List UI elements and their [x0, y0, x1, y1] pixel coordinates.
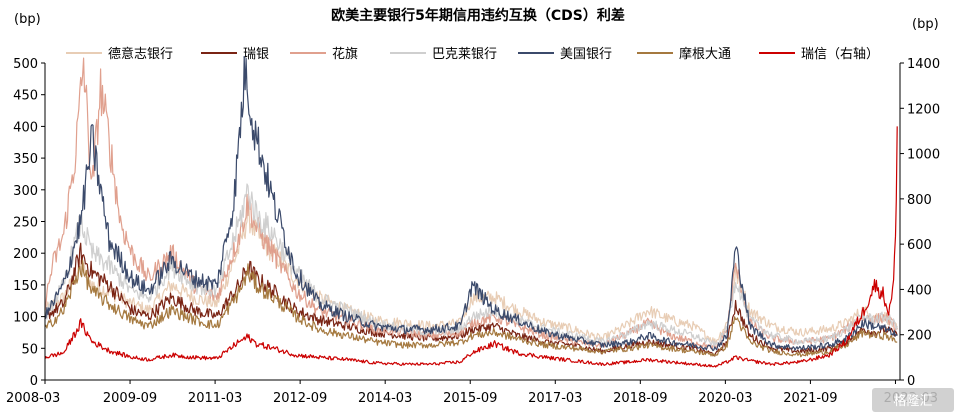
- legend-label: 瑞信（右轴）: [801, 47, 879, 62]
- y-right-unit: (bp): [912, 17, 939, 32]
- legend-label: 德意志银行: [108, 46, 173, 62]
- y-left-tick-label: 450: [13, 89, 38, 104]
- y-right-tick-label: 200: [907, 329, 932, 344]
- y-left-unit: (bp): [14, 12, 41, 27]
- x-tick-label: 2011-03: [188, 391, 242, 406]
- y-left-tick-label: 300: [13, 184, 38, 199]
- y-right-tick-label: 1200: [907, 102, 940, 117]
- legend-label: 巴克莱银行: [432, 47, 497, 62]
- watermark-text: 格隆汇: [893, 393, 932, 409]
- y-right-tick-label: 600: [907, 238, 932, 253]
- y-right-tick-label: 400: [907, 283, 932, 298]
- y-right-tick-label: 0: [907, 374, 915, 389]
- x-tick-label: 2008-03: [6, 391, 60, 406]
- y-left-tick-label: 200: [13, 247, 38, 262]
- legend-label: 花旗: [332, 46, 358, 62]
- x-tick-label: 2017-03: [528, 391, 582, 406]
- x-tick-label: 2021-09: [783, 391, 837, 406]
- y-left-tick-label: 500: [13, 57, 38, 72]
- legend-label: 摩根大通: [679, 46, 731, 62]
- series-line: [44, 126, 898, 368]
- series-line: [44, 57, 898, 351]
- y-right-tick-label: 1000: [907, 148, 940, 163]
- series-line: [44, 183, 898, 348]
- x-tick-label: 2009-09: [103, 391, 157, 406]
- y-left-tick-label: 50: [21, 342, 38, 357]
- x-tick-label: 2014-03: [358, 391, 412, 406]
- series-line: [44, 55, 898, 352]
- y-right-tick-label: 1400: [907, 57, 940, 72]
- x-tick-label: 2020-03: [698, 391, 752, 406]
- watermark: 格隆汇: [872, 388, 954, 412]
- y-left-tick-label: 350: [13, 152, 38, 167]
- y-left-tick-label: 400: [13, 120, 38, 135]
- chart-title: 欧美主要银行5年期信用违约互换（CDS）利差: [331, 7, 625, 24]
- axes: 0 50 100 150 200 250 300 350 400 450 500 0 200 400 600…: [6, 57, 940, 406]
- series-line: [44, 259, 898, 358]
- y-left-tick-label: 100: [13, 311, 38, 326]
- y-left-tick-label: 150: [13, 279, 38, 294]
- legend-label: 瑞银: [243, 47, 269, 62]
- x-tick-label: 2018-09: [613, 391, 667, 406]
- y-left-tick-label: 0: [30, 374, 38, 389]
- plot-area: [44, 55, 898, 368]
- x-tick-label: 2015-09: [443, 391, 497, 406]
- legend: 德意志银行 瑞银 花旗 巴克莱银行 美国银行 摩根大通 瑞信（右轴）: [66, 46, 879, 62]
- x-tick-label: 2012-09: [273, 391, 327, 406]
- y-right-tick-label: 800: [907, 193, 932, 208]
- legend-label: 美国银行: [560, 47, 612, 62]
- y-left-tick-label: 250: [13, 216, 38, 231]
